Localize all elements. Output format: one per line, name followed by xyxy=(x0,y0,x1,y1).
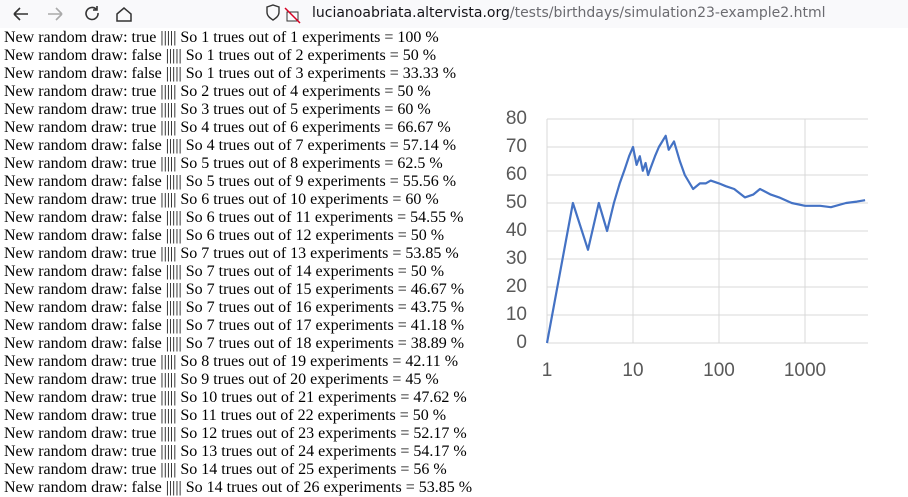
output-line: New random draw: false ||||| So 7 trues … xyxy=(4,317,465,334)
output-line: New random draw: false ||||| So 6 trues … xyxy=(4,227,445,244)
y-tick-label: 50 xyxy=(506,192,527,213)
output-line: New random draw: true ||||| So 3 trues o… xyxy=(4,101,431,118)
output-line: New random draw: false ||||| So 1 trues … xyxy=(4,47,437,64)
address-bar[interactable]: lucianoabriata.altervista.org/tests/birt… xyxy=(312,5,825,21)
security-icons xyxy=(266,4,301,24)
output-line: New random draw: false ||||| So 7 trues … xyxy=(4,281,465,298)
back-button[interactable] xyxy=(13,7,28,21)
y-tick-label: 20 xyxy=(506,276,527,297)
y-tick-label: 10 xyxy=(506,304,527,325)
forward-button[interactable] xyxy=(48,7,63,21)
browser-toolbar: lucianoabriata.altervista.org/tests/birt… xyxy=(0,0,908,28)
reload-button[interactable] xyxy=(85,6,99,21)
output-line: New random draw: true ||||| So 1 trues o… xyxy=(4,29,439,46)
output-line: New random draw: false ||||| So 7 trues … xyxy=(4,335,465,352)
url-path: /tests/birthdays/simulation23-example2.h… xyxy=(509,5,826,21)
output-line: New random draw: false ||||| So 6 trues … xyxy=(4,209,464,226)
output-line: New random draw: true ||||| So 4 trues o… xyxy=(4,119,451,136)
y-tick-label: 0 xyxy=(516,332,527,353)
url-host: lucianoabriata.altervista.org xyxy=(312,5,510,21)
output-line: New random draw: true ||||| So 13 trues … xyxy=(4,443,467,460)
output-line: New random draw: false ||||| So 4 trues … xyxy=(4,137,457,154)
output-line: New random draw: true ||||| So 2 trues o… xyxy=(4,83,431,100)
output-line: New random draw: true ||||| So 10 trues … xyxy=(4,389,467,406)
x-tick-label: 1 xyxy=(542,360,553,381)
output-line: New random draw: false ||||| So 5 trues … xyxy=(4,173,457,190)
y-tick-label: 70 xyxy=(506,136,527,157)
output-line: New random draw: true ||||| So 5 trues o… xyxy=(4,155,443,172)
y-tick-label: 80 xyxy=(506,108,527,129)
output-line: New random draw: false ||||| So 7 trues … xyxy=(4,263,445,280)
output-line: New random draw: true ||||| So 9 trues o… xyxy=(4,371,439,388)
output-lines: New random draw: true ||||| So 1 trues o… xyxy=(4,29,472,497)
home-button[interactable] xyxy=(116,7,132,22)
nav-icons xyxy=(13,6,132,22)
output-line: New random draw: true ||||| So 6 trues o… xyxy=(4,191,439,208)
y-tick-label: 40 xyxy=(506,220,527,241)
x-tick-label: 100 xyxy=(703,360,735,381)
output-line: New random draw: true ||||| So 8 trues o… xyxy=(4,353,459,370)
output-line: New random draw: false ||||| So 1 trues … xyxy=(4,65,457,82)
output-line: New random draw: true ||||| So 7 trues o… xyxy=(4,245,459,262)
x-tick-label: 1000 xyxy=(784,360,826,381)
output-line: New random draw: true ||||| So 14 trues … xyxy=(4,461,447,478)
output-line: New random draw: false ||||| So 7 trues … xyxy=(4,299,465,316)
data-line xyxy=(545,134,866,344)
y-tick-label: 30 xyxy=(506,248,527,269)
y-tick-label: 60 xyxy=(506,164,527,185)
output-line: New random draw: true ||||| So 11 trues … xyxy=(4,407,447,424)
output-line: New random draw: true ||||| So 12 trues … xyxy=(4,425,467,442)
x-tick-label: 10 xyxy=(622,360,643,381)
